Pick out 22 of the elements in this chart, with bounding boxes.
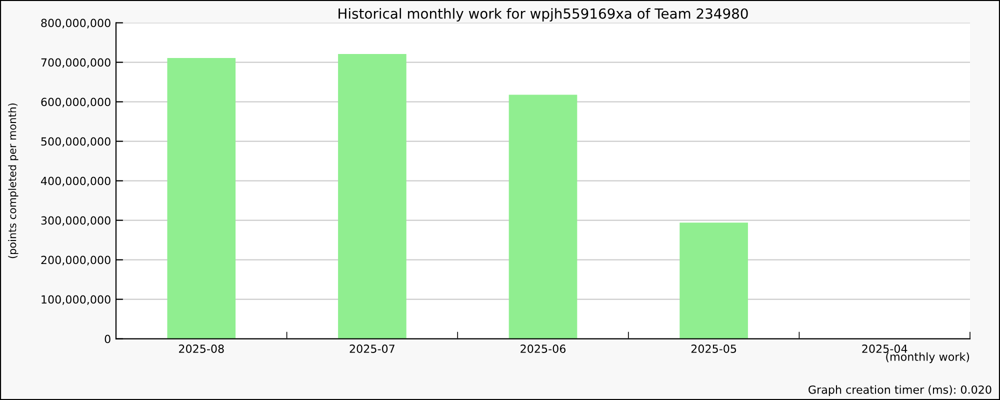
x-tick-label: 2025-07 [350,344,394,353]
y-tick-label: 300,000,000 [41,216,110,226]
bar [167,58,236,339]
bar [508,94,578,339]
x-tick-label: 2025-05 [691,344,736,353]
x-tick-label: 2025-04 [862,344,908,353]
y-tick-label: 500,000,000 [41,137,110,147]
chart-title: Historical monthly work for wpjh559169xa of Team 234980 [338,8,748,22]
x-axis-title: (monthly work) [886,352,970,364]
text: Graph creation timer (ms): 0.020 [808,385,992,396]
bar [338,54,406,339]
bar [680,222,748,339]
y-tick-label: 0 [104,334,110,344]
y-tick-label: 800,000,000 [41,18,110,28]
y-axis-title: (points completed per month) [8,103,18,258]
y-tick-label: 600,000,000 [41,98,110,108]
x-tick-label: 2025-08 [179,344,224,353]
y-tick-label: 400,000,000 [40,176,110,186]
y-tick-label: 100,000,000 [42,295,110,305]
x-tick-label: 2025-06 [520,344,566,353]
y-tick-label: 200,000,000 [41,256,110,266]
y-tick-label: 700,000,000 [41,58,110,68]
